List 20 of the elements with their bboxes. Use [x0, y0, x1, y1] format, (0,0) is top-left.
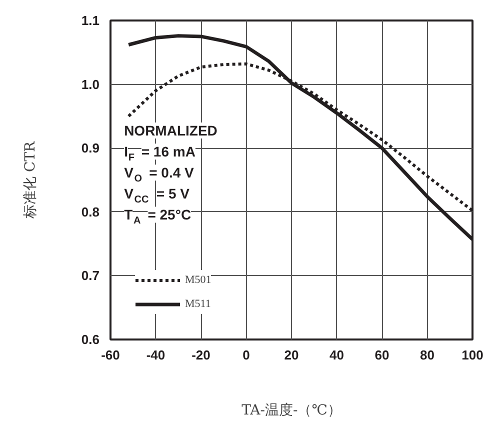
y-axis-title: 标准化 CTR — [22, 141, 38, 220]
x-tick-label: -40 — [146, 348, 166, 362]
y-tick-label: 1.1 — [81, 13, 100, 28]
y-tick-label: 0.6 — [81, 332, 100, 347]
y-tick-label: 0.8 — [81, 204, 100, 220]
x-tick-label: 80 — [420, 348, 434, 362]
y-tick-label: 0.7 — [81, 268, 100, 284]
x-tick-label: -60 — [101, 348, 120, 362]
x-tick-label: 40 — [330, 348, 344, 362]
legend-label: M501 — [185, 274, 212, 286]
y-tick-label: 0.9 — [81, 140, 100, 156]
y-tick-label: 1.0 — [81, 76, 100, 92]
x-tick-label: 20 — [284, 348, 299, 362]
x-tick-label: -20 — [192, 348, 210, 362]
annotation: NORMALIZED — [124, 122, 218, 139]
x-axis-title: TA-温度-（℃） — [242, 402, 342, 418]
legend-label: M511 — [185, 298, 211, 310]
x-tick-label: 0 — [242, 348, 250, 362]
x-tick-label: 60 — [374, 348, 390, 362]
x-tick-label: 100 — [462, 348, 484, 362]
